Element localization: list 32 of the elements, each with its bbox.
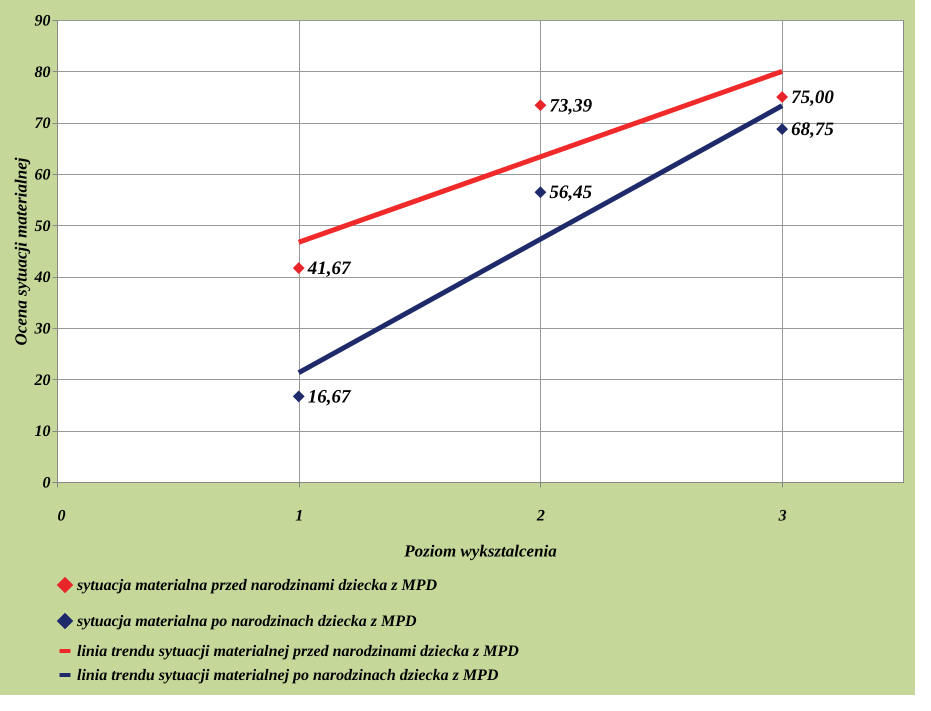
point <box>534 186 546 198</box>
legend-label: sytuacja materialna po narodzinach dziecka z MPD <box>76 613 418 630</box>
legend-label: sytuacja materialna przed narodzinami dziecka z MPD <box>76 577 438 594</box>
point <box>776 91 788 103</box>
y-tick-label: 30 <box>34 320 50 338</box>
y-tick-label: 90 <box>34 12 50 30</box>
x-tick-label: 2 <box>536 508 545 524</box>
y-tick-label: 60 <box>34 166 50 184</box>
data-label: 73,39 <box>549 95 593 116</box>
y-tick-label: 10 <box>34 423 50 440</box>
x-axis-title: Poziom wyksztalcenia <box>403 542 558 560</box>
y-tick-label: 70 <box>34 115 50 132</box>
y-tick-label: 40 <box>34 269 50 286</box>
y-tick-label: 80 <box>34 64 50 81</box>
y-tick-label: 20 <box>34 372 50 389</box>
data-label: 68,75 <box>791 119 834 140</box>
legend-label: linia trendu sytuacji materialnej po narodzinach dziecka z MPD <box>77 667 499 684</box>
x-tick-label: 1 <box>295 508 304 524</box>
point <box>776 123 788 135</box>
point <box>534 99 546 112</box>
point <box>292 262 305 274</box>
data-label: 75,00 <box>791 87 834 108</box>
y-axis-title: Ocena sytuacji materialnej <box>12 157 30 346</box>
data-label: 16,67 <box>308 386 352 408</box>
y-tick-label: 0 <box>42 474 50 492</box>
legend-label: linia trendu sytuacji materialnej przed narodzinami dziecka z MPD <box>77 643 520 660</box>
point <box>292 390 305 402</box>
data-label: 41,67 <box>306 258 352 280</box>
y-tick-label: 50 <box>34 218 50 235</box>
data-label: 56,45 <box>549 182 593 204</box>
x-tick-label: 0 <box>58 508 66 524</box>
x-tick-label: 3 <box>778 508 787 524</box>
